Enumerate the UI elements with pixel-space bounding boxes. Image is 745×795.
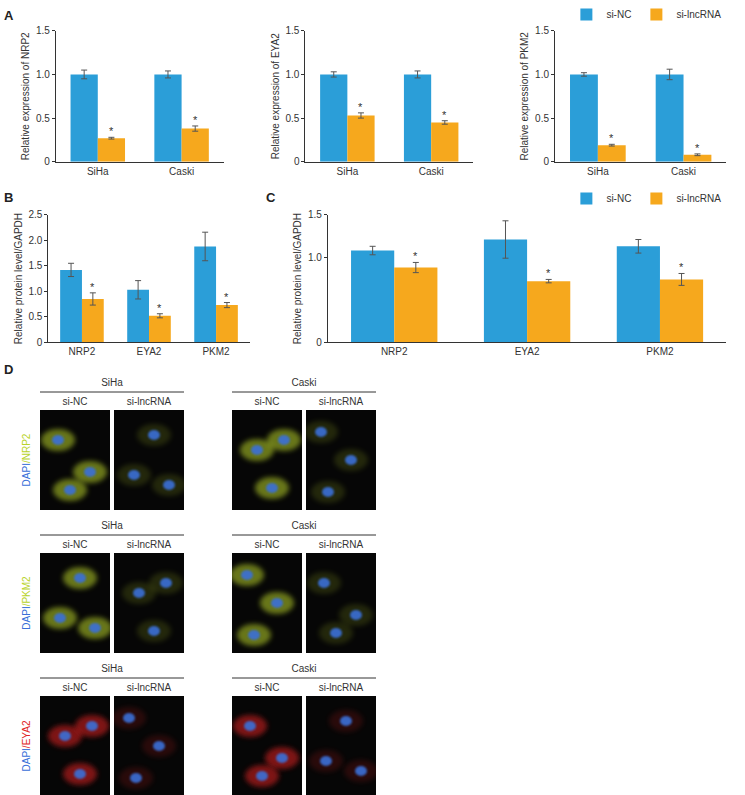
svg-text:SiHa: SiHa — [101, 377, 123, 388]
svg-text:*: * — [157, 302, 162, 314]
svg-text:PKM2: PKM2 — [646, 346, 674, 357]
svg-text:*: * — [442, 109, 447, 121]
svg-text:1.0: 1.0 — [286, 69, 300, 80]
svg-text:2.0: 2.0 — [29, 235, 43, 246]
svg-text:*: * — [193, 114, 198, 126]
svg-text:SiHa: SiHa — [587, 166, 609, 177]
svg-text:0: 0 — [44, 156, 50, 167]
svg-text:si-NC: si-NC — [63, 396, 88, 407]
svg-text:Caski: Caski — [169, 166, 194, 177]
svg-text:DAPI/PKM2: DAPI/PKM2 — [21, 576, 32, 630]
svg-text:Caski: Caski — [291, 663, 316, 674]
svg-text:si-NC: si-NC — [606, 193, 631, 204]
svg-text:si-NC: si-NC — [255, 539, 280, 550]
svg-text:*: * — [224, 291, 229, 303]
svg-text:si-NC: si-NC — [255, 682, 280, 693]
svg-text:Caski: Caski — [671, 166, 696, 177]
svg-text:B: B — [4, 190, 13, 205]
svg-text:0.5: 0.5 — [29, 311, 43, 322]
svg-text:si-lncRNA: si-lncRNA — [319, 682, 364, 693]
svg-text:SiHa: SiHa — [101, 520, 123, 531]
svg-text:Relative expression of EYA2: Relative expression of EYA2 — [270, 33, 281, 159]
svg-text:1.0: 1.0 — [29, 286, 43, 297]
svg-text:2.5: 2.5 — [29, 209, 43, 220]
svg-text:*: * — [679, 261, 684, 273]
svg-text:Relative expression of NRP2: Relative expression of NRP2 — [20, 32, 31, 160]
svg-text:A: A — [4, 8, 14, 23]
svg-text:*: * — [109, 125, 114, 137]
svg-text:NRP2: NRP2 — [69, 346, 96, 357]
svg-text:1.5: 1.5 — [535, 25, 549, 36]
svg-text:NRP2: NRP2 — [381, 346, 408, 357]
svg-text:*: * — [609, 132, 614, 144]
svg-text:Relative protein level/GAPDH: Relative protein level/GAPDH — [292, 213, 303, 344]
svg-text:PKM2: PKM2 — [202, 346, 230, 357]
svg-text:si-NC: si-NC — [63, 682, 88, 693]
svg-text:Relative protein level/GAPDH: Relative protein level/GAPDH — [13, 213, 24, 344]
svg-text:si-NC: si-NC — [606, 9, 631, 20]
svg-text:0: 0 — [294, 156, 300, 167]
svg-text:SiHa: SiHa — [87, 166, 109, 177]
svg-text:0: 0 — [37, 337, 43, 348]
svg-text:si-lncRNA: si-lncRNA — [676, 9, 721, 20]
svg-text:0.5: 0.5 — [36, 113, 50, 124]
svg-text:si-lncRNA: si-lncRNA — [127, 396, 172, 407]
svg-text:*: * — [695, 142, 700, 154]
svg-text:0.5: 0.5 — [286, 113, 300, 124]
svg-text:0.5: 0.5 — [535, 113, 549, 124]
svg-text:C: C — [266, 190, 276, 205]
svg-text:DAPI/EYA2: DAPI/EYA2 — [21, 720, 32, 771]
svg-text:*: * — [546, 267, 551, 279]
svg-text:SiHa: SiHa — [101, 663, 123, 674]
svg-text:1.0: 1.0 — [36, 69, 50, 80]
svg-text:1.5: 1.5 — [286, 25, 300, 36]
svg-text:D: D — [4, 362, 13, 377]
svg-text:si-NC: si-NC — [63, 539, 88, 550]
svg-text:0: 0 — [316, 337, 322, 348]
svg-text:*: * — [358, 101, 363, 113]
svg-text:*: * — [90, 281, 95, 293]
svg-text:Caski: Caski — [291, 520, 316, 531]
svg-text:1.0: 1.0 — [308, 252, 322, 263]
svg-text:si-lncRNA: si-lncRNA — [127, 539, 172, 550]
svg-text:DAPI/NRP2: DAPI/NRP2 — [21, 433, 32, 486]
svg-text:si-lncRNA: si-lncRNA — [319, 396, 364, 407]
svg-text:Relative expression of PKM2: Relative expression of PKM2 — [519, 32, 530, 161]
svg-text:Caski: Caski — [291, 377, 316, 388]
svg-text:SiHa: SiHa — [337, 166, 359, 177]
svg-text:*: * — [413, 250, 418, 262]
svg-text:si-lncRNA: si-lncRNA — [319, 539, 364, 550]
svg-text:1.5: 1.5 — [308, 209, 322, 220]
svg-text:si-lncRNA: si-lncRNA — [127, 682, 172, 693]
svg-text:1.0: 1.0 — [535, 69, 549, 80]
svg-text:1.5: 1.5 — [36, 25, 50, 36]
svg-text:EYA2: EYA2 — [137, 346, 162, 357]
svg-text:1.5: 1.5 — [29, 260, 43, 271]
svg-text:si-lncRNA: si-lncRNA — [676, 193, 721, 204]
svg-text:EYA2: EYA2 — [515, 346, 540, 357]
svg-text:Caski: Caski — [419, 166, 444, 177]
svg-text:si-NC: si-NC — [255, 396, 280, 407]
svg-text:0: 0 — [543, 156, 549, 167]
